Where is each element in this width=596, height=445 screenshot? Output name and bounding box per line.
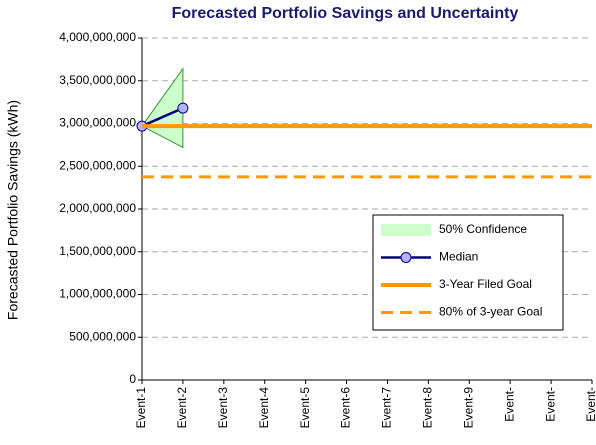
legend-swatch <box>381 224 431 236</box>
chart-title: Forecasted Portfolio Savings and Uncerta… <box>172 5 519 22</box>
y-tick-label: 3,500,000,000 <box>59 73 136 87</box>
y-tick-label: 4,000,000,000 <box>59 30 136 44</box>
legend-label: 50% Confidence <box>439 222 527 236</box>
x-tick-label: Event-3 <box>216 387 230 429</box>
x-tick-label: Event-6 <box>339 387 353 429</box>
y-axis-label: Forecasted Portfolio Savings (kWh) <box>5 100 21 320</box>
x-tick-label: Event-5 <box>298 387 312 429</box>
median-marker <box>177 102 189 114</box>
legend-label: Median <box>439 250 478 264</box>
y-tick-label: 0 <box>129 372 136 386</box>
legend-marker <box>400 252 412 263</box>
x-tick-label: Event-7 <box>380 387 394 429</box>
x-tick-label: Event-2 <box>175 387 189 429</box>
x-tick-label: Event-8 <box>421 387 435 429</box>
y-tick-label: 1,500,000,000 <box>59 244 136 258</box>
y-tick-label: 500,000,000 <box>69 329 136 343</box>
x-tick-label: Event-9 <box>461 387 475 429</box>
y-tick-label: 1,000,000,000 <box>59 287 136 301</box>
legend-label: 3-Year Filed Goal <box>439 277 532 291</box>
y-tick-label: 3,000,000,000 <box>59 116 136 130</box>
x-tick-label: Event-4 <box>257 387 271 429</box>
x-tick-label: Event- <box>584 387 596 422</box>
x-tick-label: Event- <box>543 387 557 422</box>
legend-label: 80% of 3-year Goal <box>439 305 542 319</box>
x-tick-label: Event- <box>502 387 516 422</box>
y-tick-label: 2,500,000,000 <box>59 158 136 172</box>
series-line <box>141 106 184 128</box>
y-tick-label: 2,000,000,000 <box>59 201 136 215</box>
x-tick-label: Event-1 <box>134 387 148 429</box>
